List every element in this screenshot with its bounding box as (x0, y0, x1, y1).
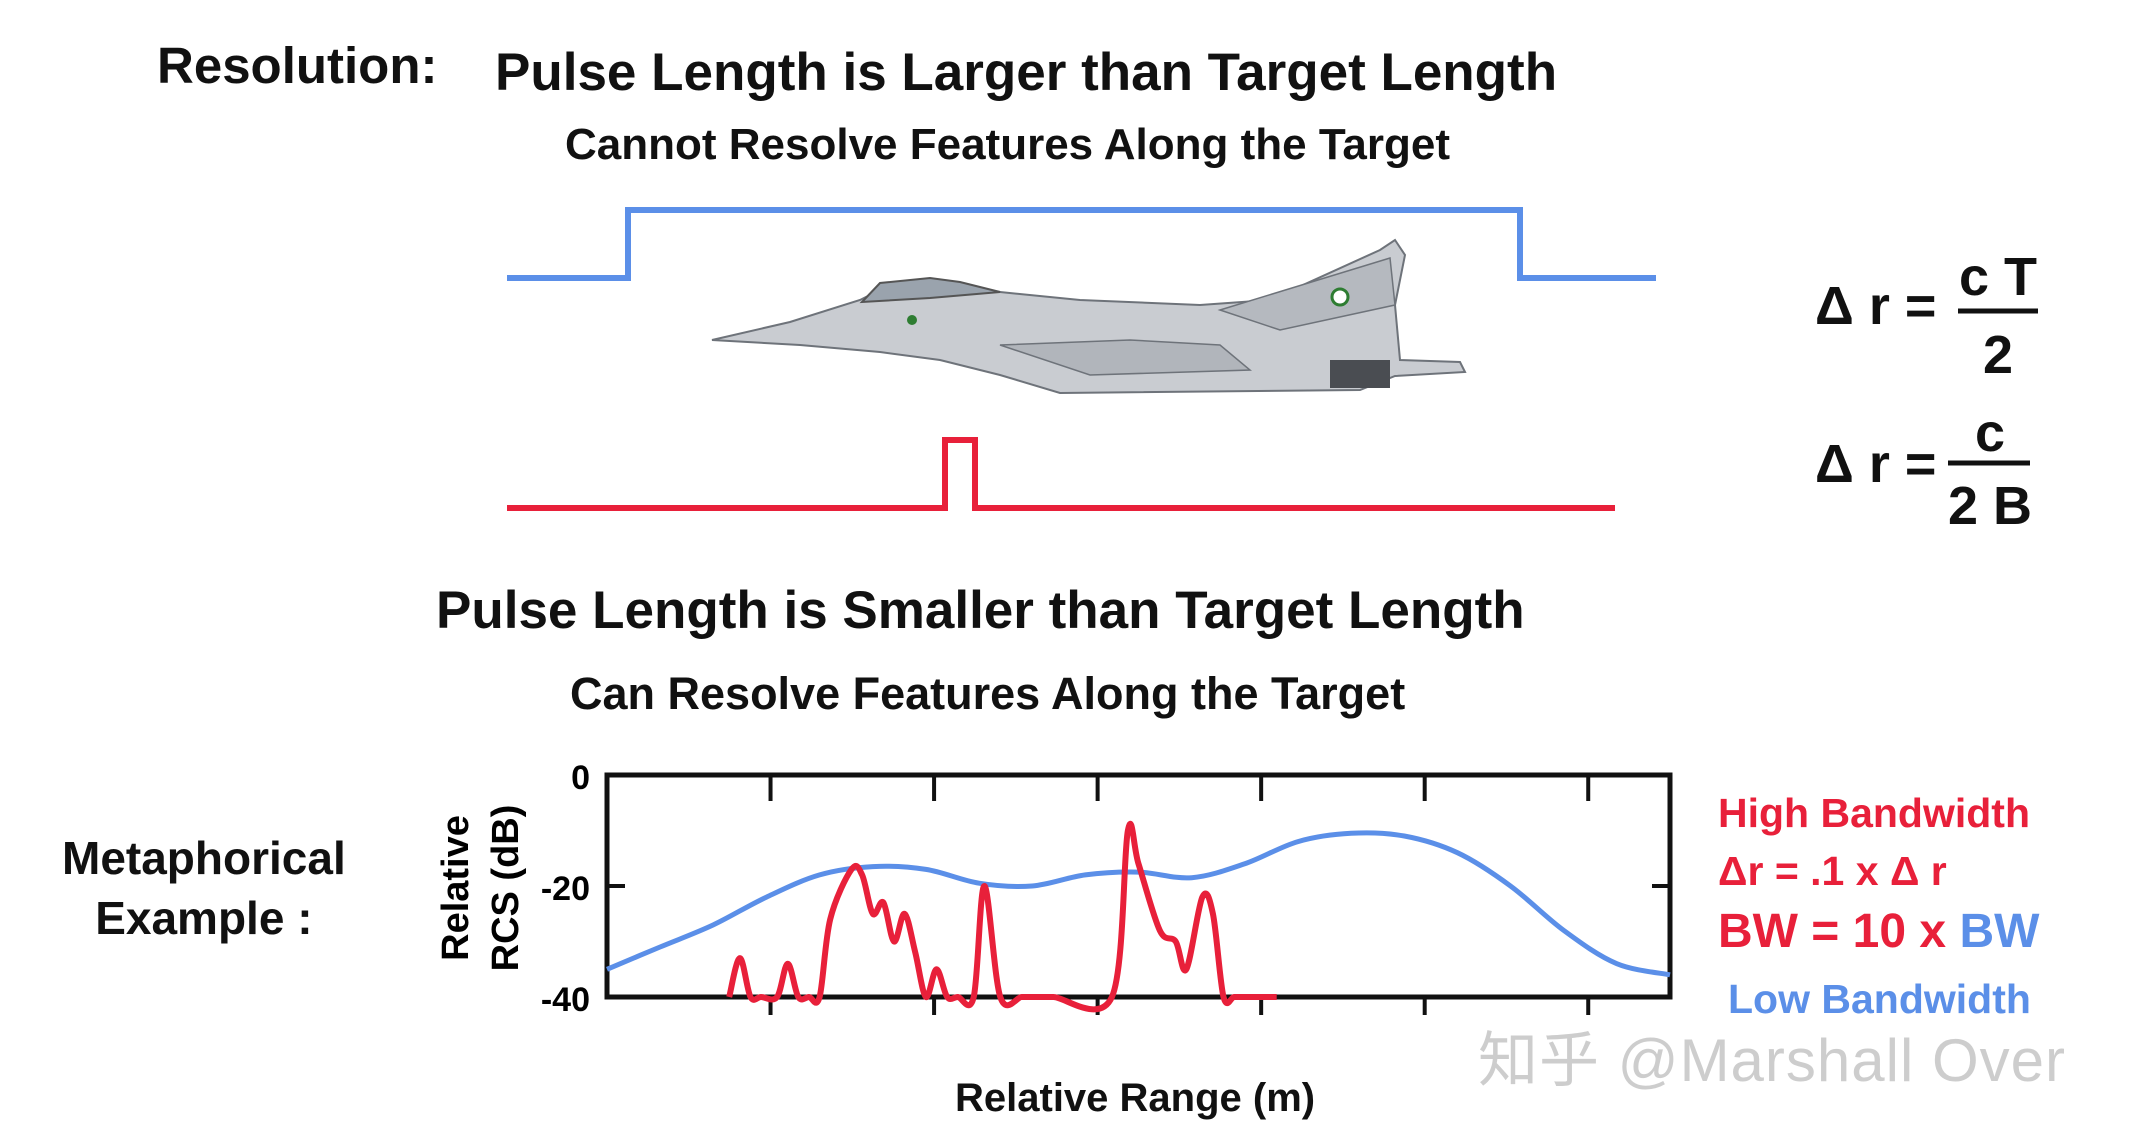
example-label: Metaphorical Example : (62, 828, 346, 948)
fighter-jet-icon (711, 238, 1467, 395)
legend-high-bandwidth: High Bandwidth (1718, 790, 2031, 836)
x-axis-label: Relative Range (m) (955, 1076, 1316, 1120)
high-bandwidth-series (726, 820, 1277, 1013)
formula-1-lhs: Δ r = (1815, 276, 1937, 336)
formula-1-numerator: c T (1958, 247, 2038, 307)
rcs-chart: 0 -20 -40 Relative RCS (dB) (435, 759, 1673, 1019)
y-tick-label: 0 (571, 759, 590, 797)
short-pulse-waveform (507, 437, 1615, 511)
formula-2-lhs: Δ r = (1815, 434, 1937, 494)
y-tick-label: -40 (541, 981, 590, 1019)
y-axis-label-line1: Relative (435, 815, 477, 961)
legend-bw-prefix: BW = 10 x (1718, 905, 1960, 958)
legend-resolution-suffix: Δ r (1889, 848, 1947, 894)
long-pulse-waveform (507, 207, 1656, 281)
legend-bw-suffix: BW (1959, 905, 2040, 958)
watermark: 知乎 @Marshall Over (1478, 1027, 2066, 1094)
formula-1-denominator: 2 (1982, 325, 2014, 385)
y-tick-label: -20 (541, 870, 590, 908)
example-label-line2: Example : (95, 892, 313, 944)
example-label-line1: Metaphorical (62, 832, 346, 884)
top-subtitle: Cannot Resolve Features Along the Target (565, 120, 1451, 169)
formula-2-numerator: c (1974, 403, 2006, 463)
top-title: Pulse Length is Larger than Target Lengt… (495, 43, 1558, 102)
bottom-title: Pulse Length is Smaller than Target Leng… (436, 581, 1525, 640)
legend-bandwidth-ratio: BW = 10 x BW (1718, 904, 2039, 959)
y-axis-label-line2: RCS (dB) (485, 805, 527, 972)
legend-resolution-prefix: Δr = .1 x (1718, 848, 1890, 894)
formula-2-denominator: 2 B (1947, 476, 2033, 536)
legend-resolution-ratio: Δr = .1 x Δ r (1718, 848, 1947, 895)
resolution-label: Resolution: (157, 37, 438, 94)
legend-low-bandwidth: Low Bandwidth (1728, 976, 2031, 1022)
bottom-subtitle: Can Resolve Features Along the Target (570, 668, 1406, 719)
